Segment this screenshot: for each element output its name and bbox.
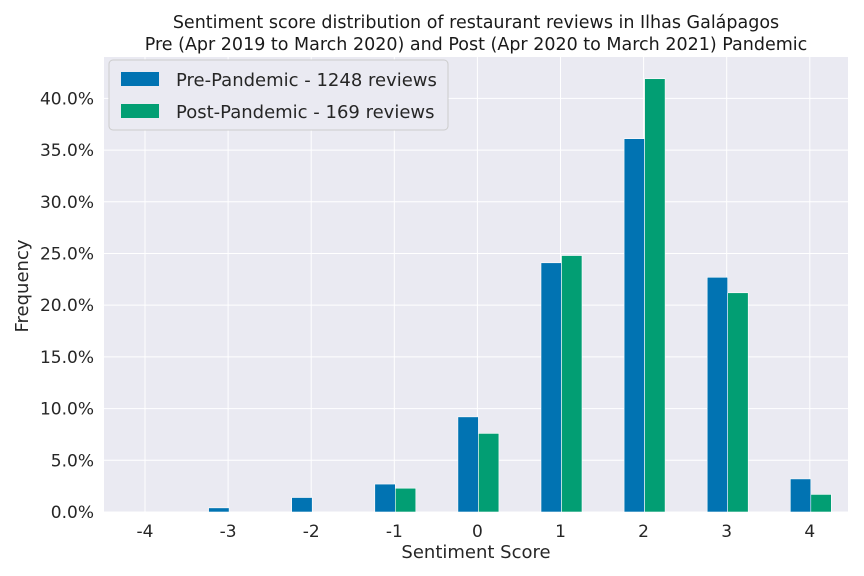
y-tick-label: 30.0% (40, 193, 94, 213)
x-tick-label: 1 (555, 522, 566, 542)
x-tick-label: -3 (220, 522, 237, 542)
legend-label-pre: Pre-Pandemic - 1248 reviews (176, 70, 437, 91)
y-tick-label: 0.0% (51, 503, 94, 523)
y-tick-label: 25.0% (40, 244, 94, 264)
bar-post-pandemic (727, 292, 749, 513)
y-tick-label: 15.0% (40, 348, 94, 368)
legend-swatch-post (121, 104, 159, 118)
x-tick-label: 2 (638, 522, 649, 542)
bar-pre-pandemic (457, 416, 479, 513)
bar-pre-pandemic (374, 483, 396, 513)
y-tick-label: 10.0% (40, 400, 94, 420)
x-tick-label: -2 (303, 522, 320, 542)
y-tick-label: 35.0% (40, 141, 94, 161)
y-tick-label: 5.0% (51, 451, 94, 471)
bar-pre-pandemic (623, 138, 645, 513)
bar-pre-pandemic (789, 478, 812, 513)
legend-box (108, 59, 449, 131)
bar-pre-pandemic (706, 276, 729, 513)
x-tick-labels: -4 -3 -2 -1 0 1 2 3 4 (137, 522, 816, 542)
y-tick-label: 20.0% (40, 296, 94, 316)
x-tick-label: 0 (472, 522, 483, 542)
bar-pre-pandemic (208, 507, 230, 513)
x-tick-label: 3 (721, 522, 732, 542)
x-axis-label: Sentiment Score (401, 542, 550, 563)
x-tick-label: 4 (804, 522, 815, 542)
legend: Pre-Pandemic - 1248 reviews Post-Pandemi… (108, 59, 449, 131)
bars (208, 78, 832, 513)
y-axis-label: Frequency (12, 239, 33, 332)
chart-title-line-1: Sentiment score distribution of restaura… (173, 13, 779, 33)
legend-swatch-pre (121, 72, 159, 86)
bar-post-pandemic (644, 78, 666, 513)
x-tick-label: -4 (137, 522, 154, 542)
y-tick-labels: 0.0% 5.0% 10.0% 15.0% 20.0% 25.0% 30.0% 35.0% 40… (40, 89, 94, 523)
bar-post-pandemic (810, 494, 832, 513)
bar-pre-pandemic (540, 262, 562, 513)
chart-title-line-2: Pre (Apr 2019 to March 2020) and Post (A… (145, 35, 808, 55)
y-tick-label: 40.0% (40, 89, 94, 109)
legend-label-post: Post-Pandemic - 169 reviews (176, 102, 435, 123)
bar-post-pandemic (394, 487, 417, 513)
bar-post-pandemic (561, 255, 583, 513)
bar-pre-pandemic (291, 497, 313, 513)
bar-post-pandemic (478, 433, 500, 513)
x-tick-label: -1 (386, 522, 403, 542)
